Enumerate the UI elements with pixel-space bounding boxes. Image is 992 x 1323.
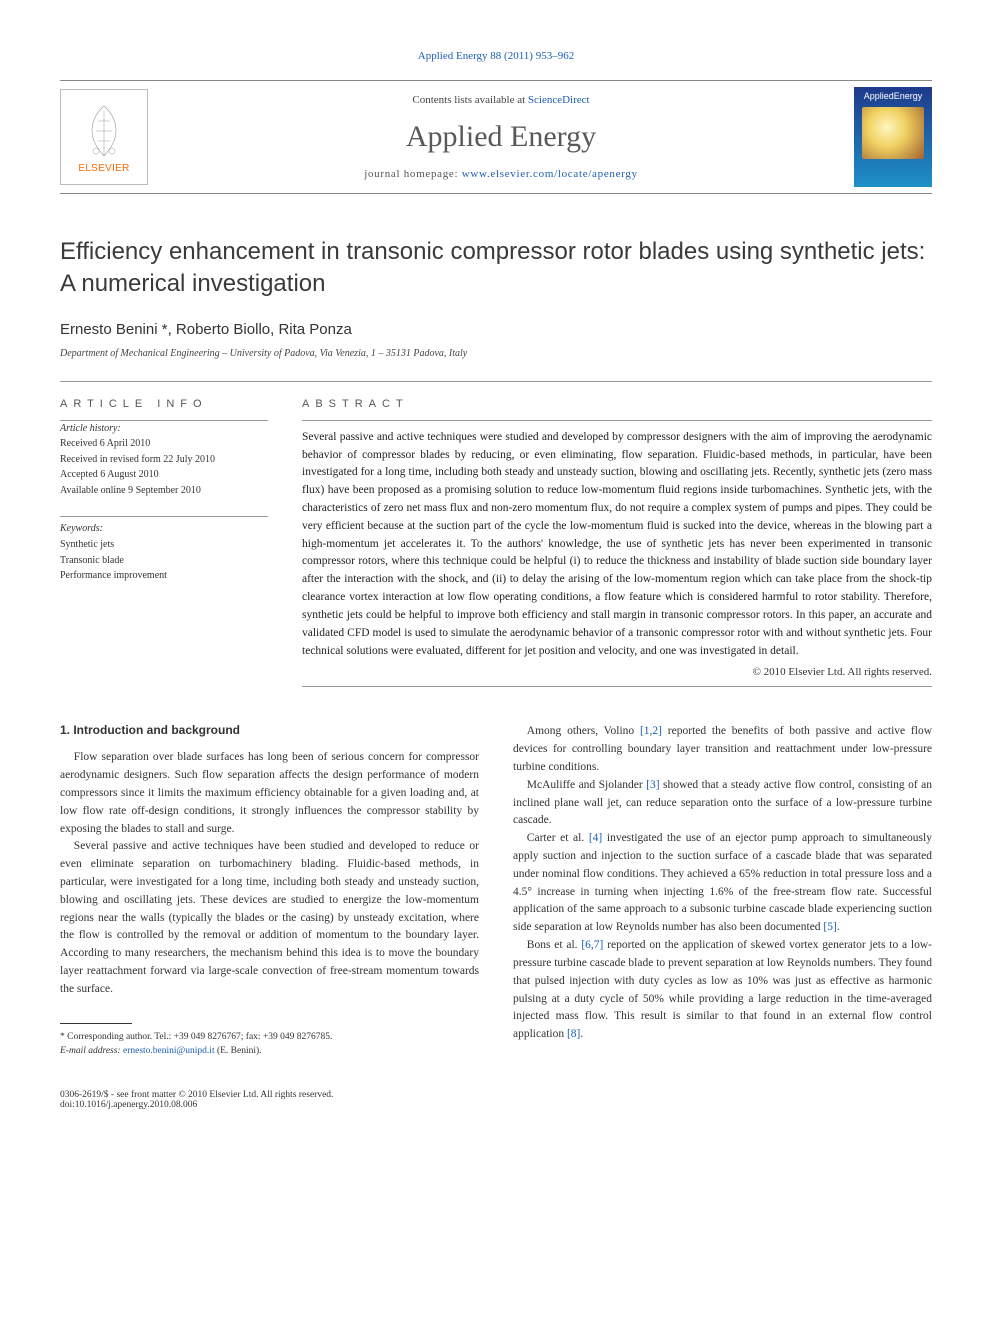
email-suffix: (E. Benini). <box>217 1046 262 1056</box>
corr-line: * Corresponding author. Tel.: +39 049 82… <box>60 1030 479 1044</box>
divider-top <box>60 381 932 382</box>
abstract-divider <box>302 420 932 421</box>
body-columns: 1. Introduction and background Flow sepa… <box>60 723 932 1058</box>
elsevier-brand-text: ELSEVIER <box>78 163 129 174</box>
journal-header: ELSEVIER Contents lists available at Sci… <box>60 80 932 194</box>
info-block: ARTICLE INFO Article history: Received 6… <box>60 398 932 688</box>
history-line: Received in revised form 22 July 2010 <box>60 452 268 468</box>
keyword: Performance improvement <box>60 568 268 584</box>
footer-line-2: doi:10.1016/j.apenergy.2010.08.006 <box>60 1100 932 1110</box>
history-title: Article history: <box>60 421 268 437</box>
homepage-link[interactable]: www.elsevier.com/locate/apenergy <box>462 168 638 180</box>
homepage-line: journal homepage: www.elsevier.com/locat… <box>148 168 854 180</box>
abstract-column: ABSTRACT Several passive and active tech… <box>302 398 932 688</box>
footer: 0306-2619/$ - see front matter © 2010 El… <box>60 1090 932 1110</box>
affiliation: Department of Mechanical Engineering – U… <box>60 348 932 359</box>
body-para: Flow separation over blade surfaces has … <box>60 749 479 838</box>
contents-line: Contents lists available at ScienceDirec… <box>148 94 854 106</box>
info-divider-2 <box>60 516 268 517</box>
right-column: Among others, Volino [1,2] reported the … <box>513 723 932 1058</box>
cover-title: AppliedEnergy <box>864 91 923 101</box>
keywords-block: Keywords: Synthetic jets Transonic blade… <box>60 523 268 584</box>
abstract-text: Several passive and active techniques we… <box>302 429 932 661</box>
left-column: 1. Introduction and background Flow sepa… <box>60 723 479 1058</box>
abstract-copyright: © 2010 Elsevier Ltd. All rights reserved… <box>302 666 932 678</box>
header-center: Contents lists available at ScienceDirec… <box>148 94 854 180</box>
footnote-separator <box>60 1023 132 1024</box>
journal-name: Applied Energy <box>148 120 854 154</box>
journal-cover: AppliedEnergy <box>854 87 932 187</box>
body-para: Among others, Volino [1,2] reported the … <box>513 723 932 776</box>
elsevier-tree-icon <box>74 101 134 161</box>
page-root: Applied Energy 88 (2011) 953–962 ELSEVIE… <box>0 0 992 1160</box>
history-block: Article history: Received 6 April 2010 R… <box>60 421 268 499</box>
email-line: E-mail address: ernesto.benini@unipd.it … <box>60 1044 479 1058</box>
article-info-head: ARTICLE INFO <box>60 398 268 410</box>
contents-prefix: Contents lists available at <box>412 94 527 106</box>
keywords-title: Keywords: <box>60 523 268 534</box>
article-info-column: ARTICLE INFO Article history: Received 6… <box>60 398 268 688</box>
body-para: Several passive and active techniques ha… <box>60 838 479 998</box>
section-1-heading: 1. Introduction and background <box>60 723 479 737</box>
body-para: McAuliffe and Sjolander [3] showed that … <box>513 777 932 830</box>
footer-line-1: 0306-2619/$ - see front matter © 2010 El… <box>60 1090 932 1100</box>
body-para: Bons et al. [6,7] reported on the applic… <box>513 937 932 1044</box>
history-line: Received 6 April 2010 <box>60 436 268 452</box>
article-title: Efficiency enhancement in transonic comp… <box>60 236 932 301</box>
cover-image <box>862 107 924 159</box>
body-para: Carter et al. [4] investigated the use o… <box>513 830 932 937</box>
homepage-prefix: journal homepage: <box>364 168 462 180</box>
email-label: E-mail address: <box>60 1046 121 1056</box>
abstract-head: ABSTRACT <box>302 398 932 410</box>
abstract-divider-bottom <box>302 686 932 687</box>
sciencedirect-link[interactable]: ScienceDirect <box>528 94 590 106</box>
keyword: Synthetic jets <box>60 537 268 553</box>
elsevier-logo: ELSEVIER <box>60 89 148 185</box>
corresponding-author-footnote: * Corresponding author. Tel.: +39 049 82… <box>60 1030 479 1059</box>
keyword: Transonic blade <box>60 553 268 569</box>
journal-ref-link[interactable]: Applied Energy 88 (2011) 953–962 <box>418 50 574 62</box>
history-line: Accepted 6 August 2010 <box>60 467 268 483</box>
authors-text: Ernesto Benini *, Roberto Biollo, Rita P… <box>60 321 352 338</box>
corr-email-link[interactable]: ernesto.benini@unipd.it <box>123 1046 215 1056</box>
journal-reference: Applied Energy 88 (2011) 953–962 <box>60 50 932 62</box>
authors: Ernesto Benini *, Roberto Biollo, Rita P… <box>60 321 932 338</box>
history-line: Available online 9 September 2010 <box>60 483 268 499</box>
